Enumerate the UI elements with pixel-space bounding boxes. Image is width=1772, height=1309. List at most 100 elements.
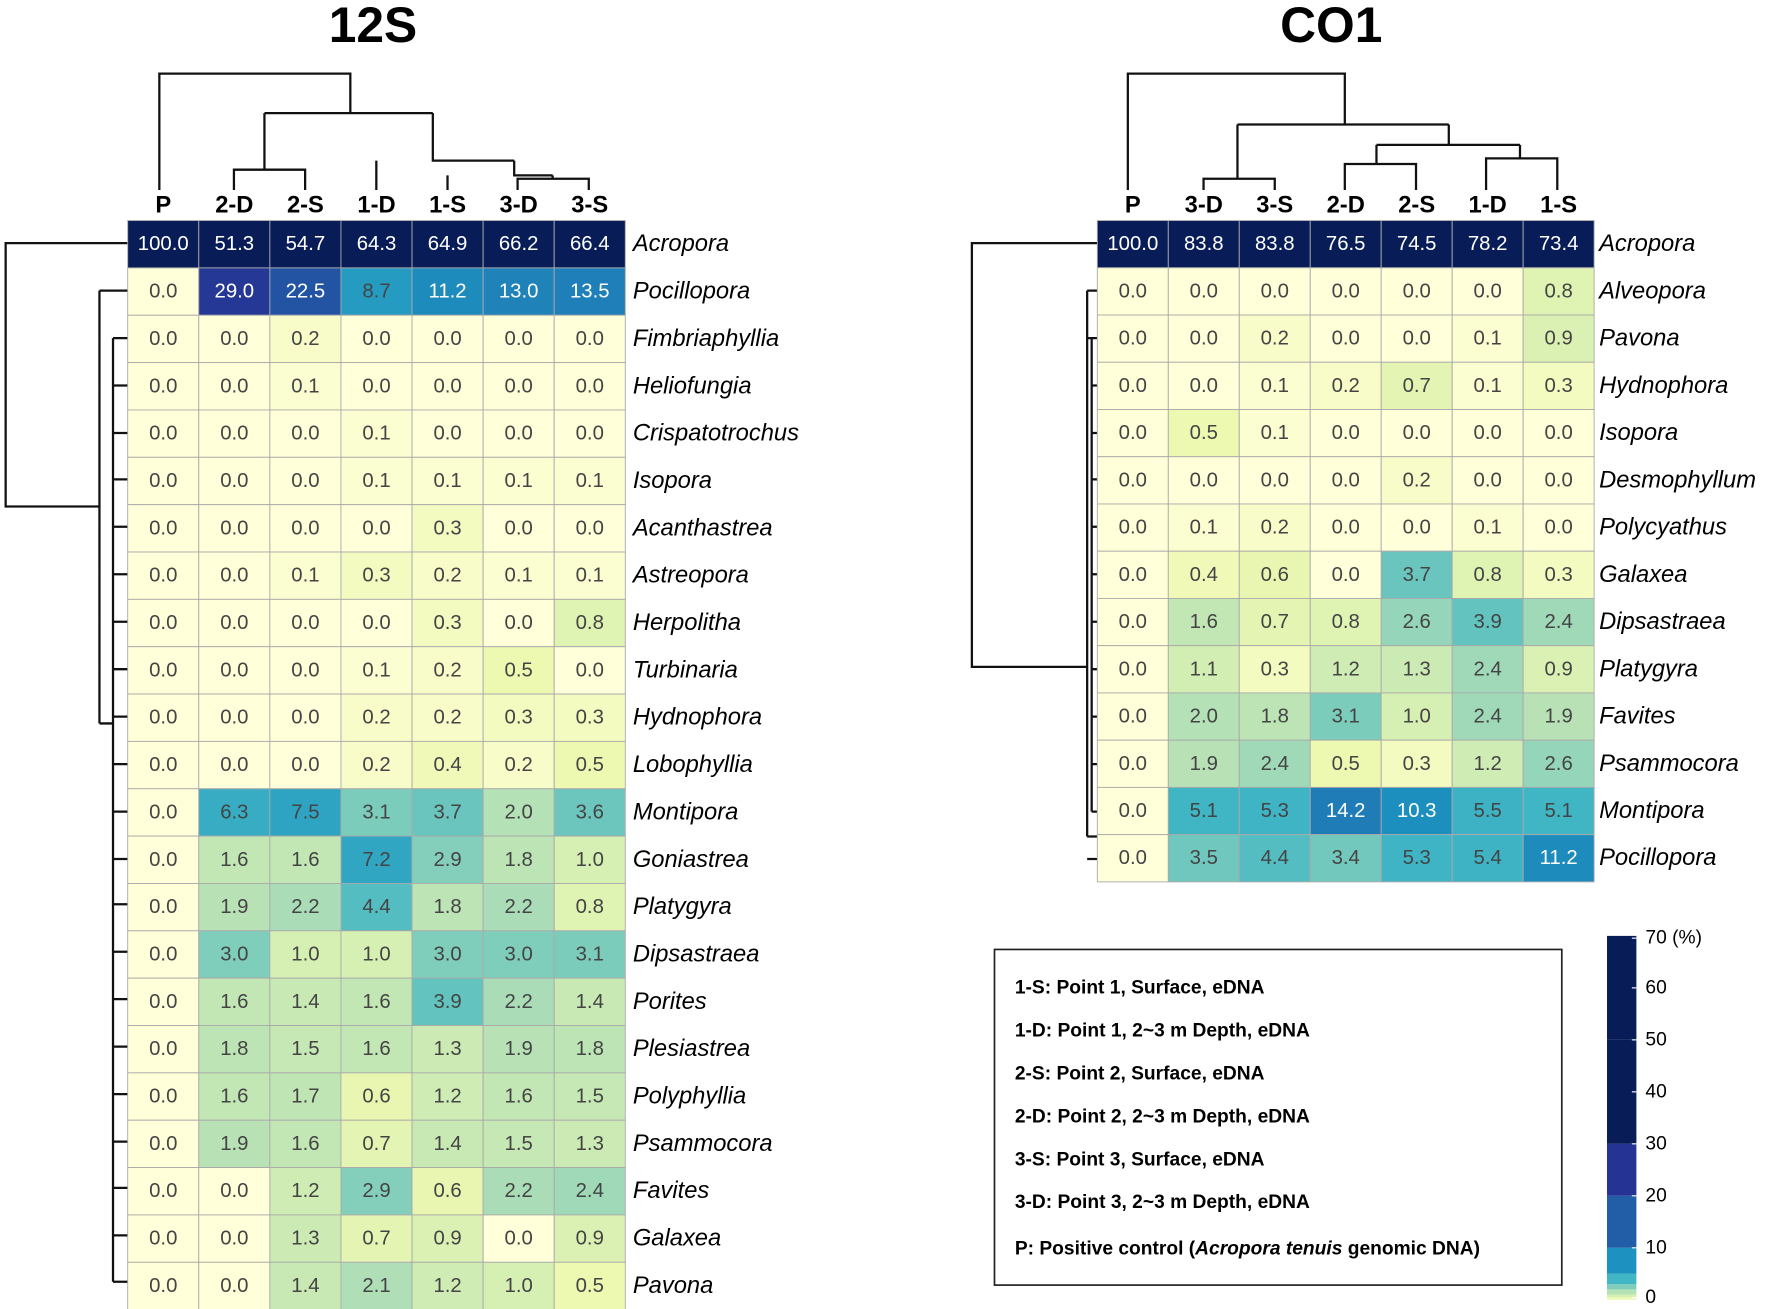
colorbar-tick-label: 40 [1645,1081,1666,1102]
cell-value-label: 0.0 [291,423,319,445]
heatmap-cell [411,1214,484,1263]
heatmap-cell [411,551,484,600]
cell-value-label: 0.0 [433,375,461,397]
cell-value-label: 3.9 [1474,611,1502,633]
cell-value-label: 0.8 [576,896,604,918]
heatmap-cell [1167,550,1240,599]
heatmap-cell [411,883,484,932]
heatmap-cell [269,314,342,364]
cell-value-label: 5.3 [1403,847,1431,869]
cell-value-label: 1.2 [1474,753,1502,775]
colorbar-segment [1607,1247,1637,1274]
cell-value-label: 3.1 [576,943,604,965]
heatmap-cell [198,362,271,411]
cell-value-label: 0.0 [291,470,319,492]
cell-value-label: 0.0 [149,991,177,1013]
heatmap-cell [553,930,626,979]
cell-value-label: 0.0 [1119,328,1147,350]
legend-item: 3-D: Point 3, 2~3 m Depth, eDNA [1015,1192,1310,1213]
cell-value-label: 0.2 [433,707,461,729]
heatmap-cell [482,646,555,695]
cell-value-label: 0.0 [1119,847,1147,869]
cell-value-label: 0.0 [1261,280,1289,302]
heatmap-cell [553,314,626,364]
heatmap-cell [411,598,484,648]
heatmap-cell [1238,786,1311,836]
heatmap-cell [411,1072,484,1121]
heatmap-cell [127,1072,200,1121]
cell-value-label: 0.0 [291,707,319,729]
cell-value-label: 0.0 [149,1228,177,1250]
cell-value-label: 0.0 [291,517,319,539]
cell-value-label: 0.8 [1474,564,1502,586]
heatmap-cell [340,1214,413,1263]
row-label: Montipora [633,799,738,825]
heatmap-cell [482,504,555,553]
heatmap-cell [127,1214,200,1263]
cell-value-label: 3.1 [1332,706,1360,728]
cell-value-label: 1.3 [1403,658,1431,680]
cell-value-label: 0.0 [1474,422,1502,444]
cell-value-label: 51.3 [215,233,255,255]
cell-value-label: 5.4 [1474,847,1502,869]
heatmap-cell [1522,314,1595,363]
cell-value-label: 2.1 [362,1275,390,1297]
row-label: Platygyra [633,894,732,920]
cell-value-label: 5.1 [1190,800,1218,822]
cell-value-label: 0.0 [433,423,461,445]
legend-control-prefix: P: Positive control ( [1015,1239,1196,1260]
heatmap-cell [553,1072,626,1121]
heatmap-cell [340,314,413,364]
cell-value-label: 1.2 [291,1180,319,1202]
heatmap-cell [1167,786,1240,836]
heatmap-cell [1309,314,1382,363]
heatmap-co1-title: CO1 [1280,0,1382,53]
row-label: Psammocora [1599,751,1739,777]
heatmap-cell [340,977,413,1026]
heatmap-cell [1522,739,1595,788]
cell-value-label: 0.0 [149,1038,177,1060]
cell-value-label: 1.6 [220,991,248,1013]
heatmap-cell [482,314,555,364]
heatmap-12s-title: 12S [329,0,417,53]
cell-value-label: 0.0 [505,517,533,539]
heatmap-cell [1522,834,1595,883]
cell-value-label: 0.0 [1119,469,1147,491]
cell-value-label: 0.0 [220,659,248,681]
heatmap-cell [1309,220,1382,269]
cell-value-label: 0.8 [1545,280,1573,302]
cell-value-label: 1.0 [576,849,604,871]
heatmap-cell [269,267,342,316]
cell-value-label: 54.7 [286,233,326,255]
heatmap-cell [411,1025,484,1074]
cell-value-label: 0.0 [505,1228,533,1250]
heatmap-cell [1309,786,1382,836]
heatmap-cell [411,930,484,979]
cell-value-label: 2.2 [505,896,533,918]
cell-value-label: 2.6 [1403,611,1431,633]
cell-value-label: 0.1 [291,375,319,397]
cell-value-label: 0.4 [1190,564,1218,586]
cell-value-label: 0.0 [362,375,390,397]
cell-value-label: 0.5 [505,659,533,681]
cell-value-label: 1.9 [505,1038,533,1060]
heatmap-cell [1522,409,1595,458]
heatmap-cell [1309,645,1382,694]
cell-value-label: 0.1 [576,565,604,587]
cell-value-label: 0.2 [1261,328,1289,350]
row-label: Psammocora [633,1131,773,1157]
row-label: Galaxea [1599,562,1687,588]
heatmap-cell [1380,692,1453,741]
heatmap-cell [482,977,555,1026]
heatmap-cell [269,930,342,979]
cell-value-label: 29.0 [215,281,255,303]
cell-value-label: 0.0 [220,517,248,539]
heatmap-cell [1380,409,1453,458]
heatmap-cell [553,362,626,411]
heatmap-cell [269,1025,342,1074]
cell-value-label: 1.2 [433,1275,461,1297]
row-label: Desmophyllum [1599,467,1756,493]
colorbar-tick-label: 60 [1645,977,1666,998]
colorbar-tick-label: 20 [1645,1185,1666,1206]
cell-value-label: 0.0 [149,1180,177,1202]
